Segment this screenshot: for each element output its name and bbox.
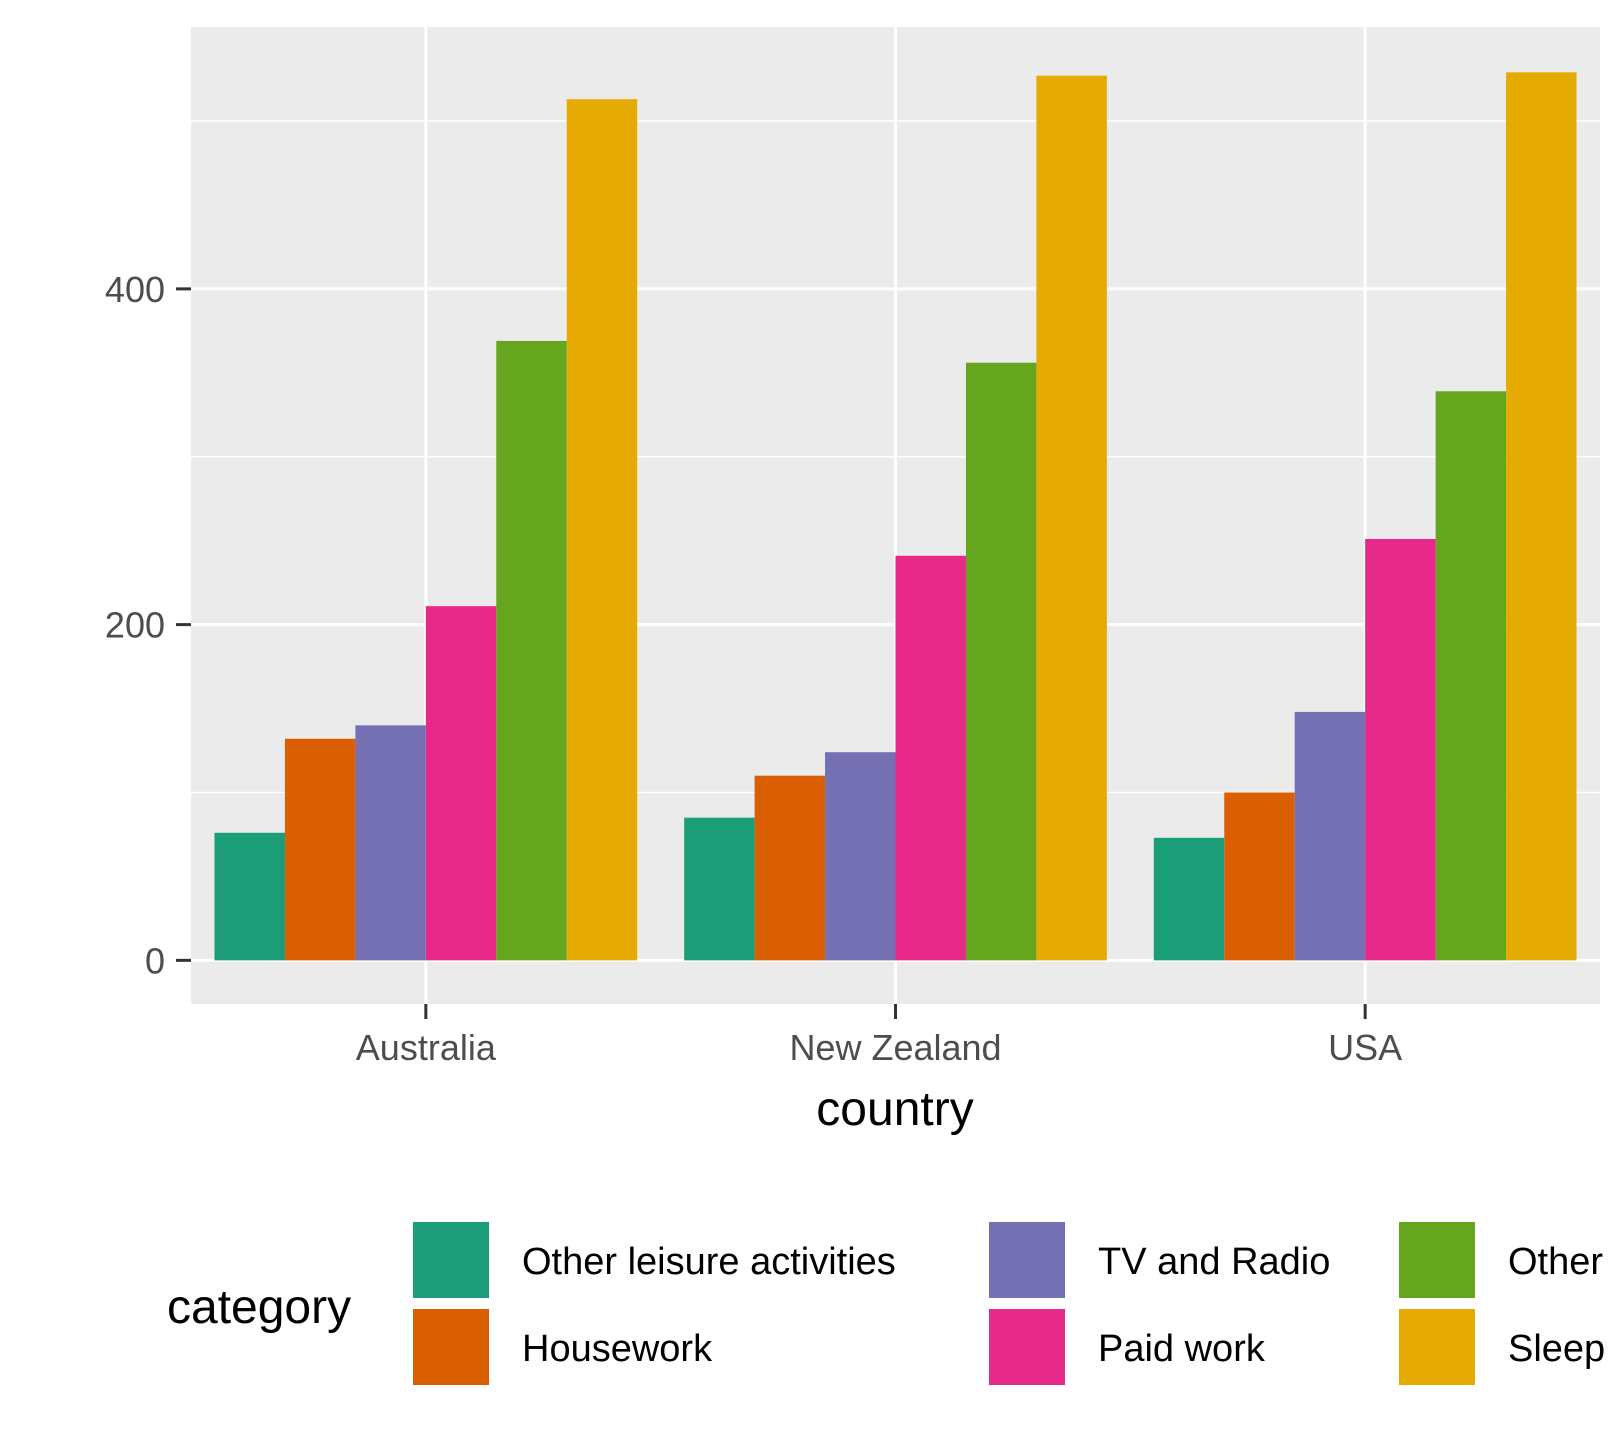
bar: [1294, 711, 1366, 961]
bar: [1153, 837, 1225, 961]
x-axis-title: country: [816, 1083, 973, 1136]
legend-title: category: [167, 1281, 351, 1334]
bar: [214, 832, 285, 961]
bars-group: [214, 72, 1577, 961]
bar: [566, 99, 638, 961]
legend: category Other leisure activities Housewo…: [167, 1220, 1605, 1387]
bar: [496, 340, 567, 961]
y-tick-label: 200: [105, 605, 165, 646]
bar: [1365, 539, 1436, 961]
bar: [684, 817, 755, 961]
bar: [1435, 391, 1507, 961]
legend-label: Housework: [522, 1328, 713, 1370]
legend-key: [1397, 1220, 1477, 1300]
y-tick-label: 0: [145, 940, 165, 981]
y-tick-label: 400: [105, 269, 165, 310]
x-tick-label: New Zealand: [789, 1027, 1001, 1068]
bar: [1224, 792, 1295, 961]
legend-label: Other leisure activities: [522, 1241, 896, 1283]
legend-key: [987, 1220, 1067, 1300]
legend-label: Sleep: [1508, 1328, 1605, 1370]
x-axis: Australia New Zealand USA: [356, 1004, 1402, 1068]
bar: [1506, 72, 1577, 961]
x-tick-label: Australia: [356, 1027, 497, 1068]
legend-label: Paid work: [1098, 1328, 1266, 1370]
bar: [965, 362, 1037, 961]
legend-key: [1397, 1307, 1477, 1387]
bar: [1036, 75, 1107, 961]
legend-key: [411, 1307, 491, 1387]
bar: [355, 725, 426, 961]
legend-label: TV and Radio: [1098, 1241, 1330, 1283]
legend-label: Other: [1508, 1241, 1603, 1283]
x-tick-label: USA: [1328, 1027, 1402, 1068]
legend-key: [987, 1307, 1067, 1387]
bar: [825, 752, 896, 961]
bar: [895, 555, 966, 961]
y-axis: 0 200 400: [105, 269, 191, 981]
bar: [754, 775, 826, 961]
legend-key: [411, 1220, 491, 1300]
bar: [284, 738, 356, 961]
bar: [425, 606, 497, 961]
